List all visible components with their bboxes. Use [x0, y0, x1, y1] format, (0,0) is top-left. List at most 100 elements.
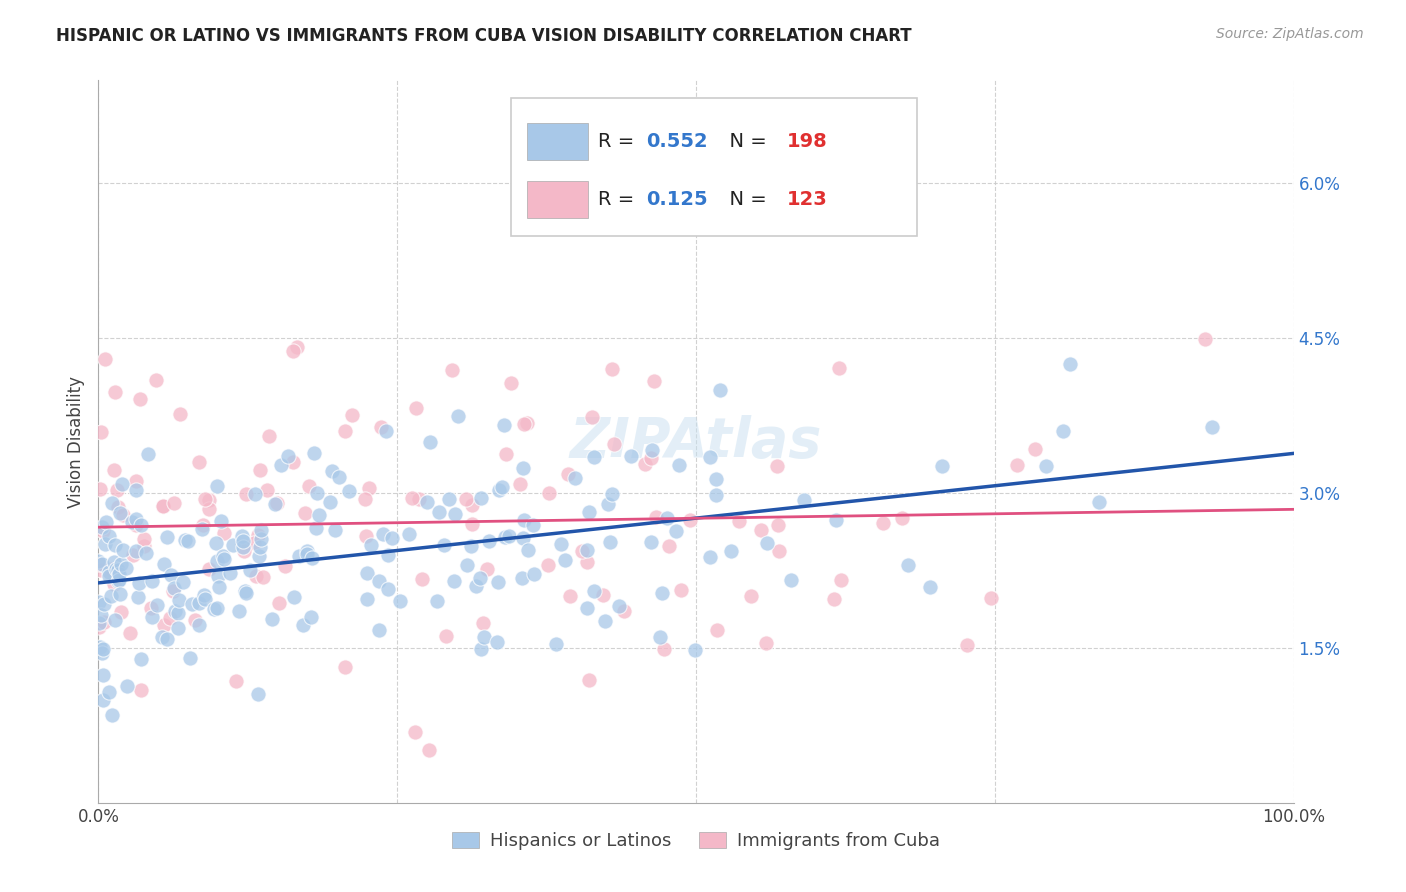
Point [162, 584, 184, 599]
Point [89, 482, 111, 496]
Point [159, 611, 181, 625]
Point [288, 549, 311, 563]
Point [112, 508, 135, 522]
Point [756, 536, 779, 550]
Point [640, 535, 662, 549]
Point [295, 544, 318, 558]
Point [704, 472, 727, 486]
Point [486, 635, 509, 649]
Point [129, 392, 152, 406]
Point [582, 450, 605, 464]
Point [751, 523, 773, 537]
Point [252, 570, 274, 584]
Point [620, 449, 643, 463]
Point [208, 580, 231, 594]
Text: R =: R = [598, 132, 641, 152]
Point [537, 486, 560, 500]
FancyBboxPatch shape [527, 181, 589, 218]
Point [576, 601, 599, 615]
Point [613, 604, 636, 618]
Point [98, 685, 121, 699]
Point [602, 487, 624, 501]
Point [340, 408, 363, 422]
Point [235, 486, 257, 500]
Point [571, 544, 593, 558]
Point [87, 554, 110, 568]
Point [576, 543, 599, 558]
Point [709, 383, 731, 397]
Point [470, 642, 492, 657]
Text: 0.552: 0.552 [645, 132, 707, 152]
Point [461, 517, 484, 532]
Point [872, 516, 894, 531]
Point [359, 481, 381, 495]
Point [356, 591, 378, 606]
Point [918, 581, 941, 595]
Point [172, 574, 194, 589]
Point [127, 590, 149, 604]
Point [388, 594, 411, 608]
Point [87, 616, 110, 631]
Point [491, 480, 513, 494]
Point [101, 496, 124, 510]
Point [356, 566, 378, 580]
Point [191, 517, 214, 532]
Point [1201, 419, 1223, 434]
Point [433, 538, 456, 552]
Point [640, 450, 662, 465]
Point [560, 589, 582, 603]
Point [652, 642, 675, 657]
Text: ZIPAtlas: ZIPAtlas [569, 415, 823, 468]
Point [167, 622, 190, 636]
Point [581, 410, 603, 425]
Point [398, 527, 420, 541]
Point [440, 363, 463, 377]
Point [96, 515, 118, 529]
Point [512, 531, 534, 545]
Point [247, 549, 270, 564]
Point [498, 528, 520, 542]
Point [465, 579, 488, 593]
Point [592, 588, 614, 602]
Point [1024, 442, 1046, 456]
Point [321, 464, 343, 478]
Point [184, 613, 207, 627]
Point [91, 667, 114, 681]
Point [897, 558, 920, 572]
Text: N =: N = [717, 132, 773, 152]
Point [205, 601, 228, 615]
Point [129, 683, 152, 698]
Point [222, 538, 245, 552]
Point [281, 455, 304, 469]
Point [219, 566, 242, 580]
Point [100, 562, 122, 576]
Point [297, 547, 319, 561]
Point [294, 506, 316, 520]
Point [87, 558, 110, 572]
Point [104, 614, 127, 628]
Point [1194, 332, 1216, 346]
Point [443, 507, 465, 521]
Point [266, 496, 288, 510]
Point [1005, 458, 1028, 472]
Point [699, 450, 721, 465]
Point [475, 562, 498, 576]
Point [104, 538, 127, 552]
Point [110, 587, 132, 601]
Point [576, 555, 599, 569]
Point [478, 533, 501, 548]
Point [188, 595, 211, 609]
Point [354, 529, 377, 543]
Point [375, 424, 398, 438]
Point [246, 687, 269, 701]
Point [650, 630, 672, 644]
Point [98, 529, 121, 543]
Point [124, 475, 146, 489]
Point [890, 511, 912, 525]
Point [301, 609, 323, 624]
Point [523, 567, 546, 582]
Point [509, 477, 531, 491]
Text: Source: ZipAtlas.com: Source: ZipAtlas.com [1216, 27, 1364, 41]
Point [167, 606, 190, 620]
Point [277, 449, 299, 463]
